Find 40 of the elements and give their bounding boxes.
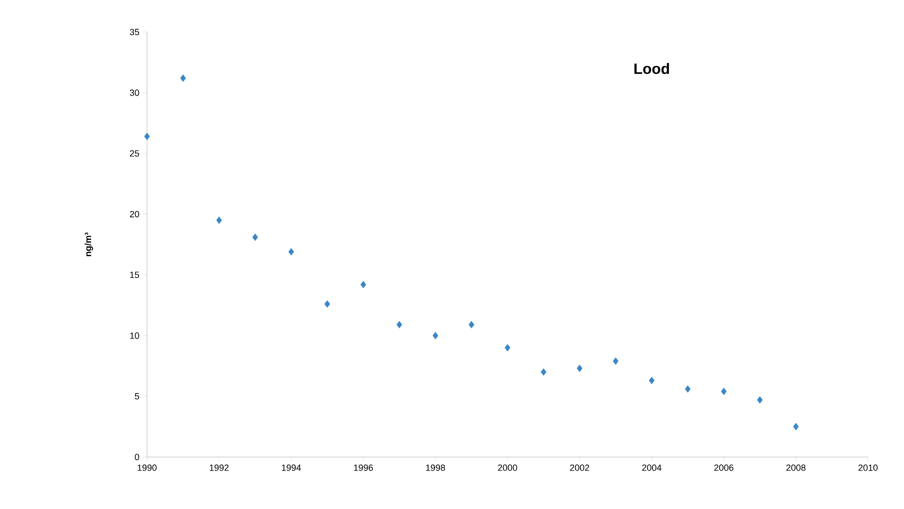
point xyxy=(180,74,186,82)
point xyxy=(720,388,727,396)
x-tick-label: 1994 xyxy=(282,464,301,471)
x-tick-label: 2006 xyxy=(714,464,734,471)
y-tick-label: 20 xyxy=(130,210,140,218)
point xyxy=(793,422,799,430)
x-tick-label: 1998 xyxy=(426,464,445,471)
point xyxy=(612,357,618,365)
x-tick-label: 2004 xyxy=(642,464,662,471)
y-tick-label: 30 xyxy=(130,90,140,96)
point xyxy=(432,332,438,340)
x-tick-label: 2000 xyxy=(498,464,518,471)
point xyxy=(468,320,474,328)
point xyxy=(684,385,691,393)
y-axis-title: ng/m³ xyxy=(84,232,94,256)
point xyxy=(288,248,294,256)
y-tick-label: 25 xyxy=(130,150,140,157)
point xyxy=(576,364,582,372)
x-tick-label: 2002 xyxy=(570,464,590,471)
point xyxy=(360,280,366,288)
point xyxy=(396,320,402,328)
y-tick-label: 35 xyxy=(130,28,140,36)
y-tick-label: 0 xyxy=(134,454,140,460)
x-tick-label: 1996 xyxy=(354,464,373,471)
point xyxy=(504,344,510,352)
x-tick-label: 1992 xyxy=(210,464,229,471)
point xyxy=(648,376,655,384)
point xyxy=(144,132,150,140)
point xyxy=(216,216,222,224)
x-tick-label: 2010 xyxy=(858,464,878,471)
text: Lood xyxy=(634,63,669,74)
x-tick-label: 2008 xyxy=(786,464,806,471)
point xyxy=(324,300,330,308)
x-tick-label: 1990 xyxy=(138,464,157,471)
point xyxy=(252,234,258,241)
y-tick-label: 10 xyxy=(130,332,140,339)
point xyxy=(757,396,763,404)
y-tick-label: 15 xyxy=(130,272,140,278)
point xyxy=(540,368,546,376)
y-tick-label: 5 xyxy=(134,393,140,400)
